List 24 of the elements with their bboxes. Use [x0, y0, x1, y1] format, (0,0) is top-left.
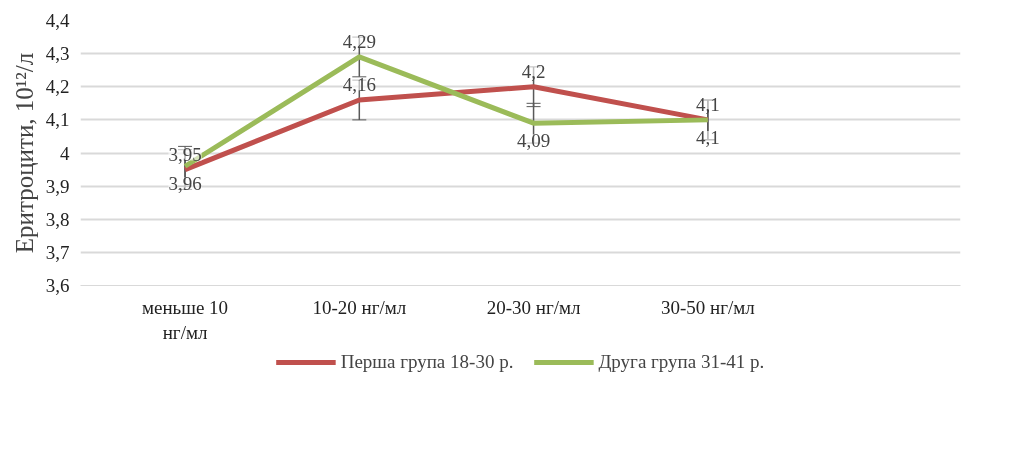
y-tick-label: 4,4 [45, 10, 70, 31]
y-axis-title: Еритроцити, 10¹²/л [10, 52, 38, 254]
data-label: 4,1 [695, 93, 720, 115]
data-label: 4,09 [516, 130, 551, 152]
data-label: 4,2 [521, 60, 546, 82]
x-tick-label: меньше 10 нг/мл [142, 296, 229, 343]
x-tick-label: 10-20 нг/мл [312, 296, 407, 318]
y-tick-label: 4,1 [45, 109, 70, 131]
data-label: 3,95 [168, 143, 202, 165]
legend-label: Друга група 31-41 р. [598, 351, 765, 373]
data-label: 4,16 [342, 74, 376, 95]
y-tick-label: 4 [60, 142, 70, 164]
y-tick-label: 4,2 [45, 76, 70, 98]
data-label: 4,29 [342, 30, 376, 52]
data-label: 4,1 [695, 126, 720, 148]
legend-label: Перша група 18-30 р. [340, 351, 514, 373]
x-tick-label: 30-50 нг/мл [660, 296, 756, 318]
y-tick-label: 4,3 [45, 43, 70, 65]
y-tick-label: 3,6 [45, 275, 70, 296]
y-tick-label: 3,9 [45, 175, 70, 197]
y-tick-label: 3,8 [45, 208, 70, 230]
data-label: 3,96 [168, 173, 202, 195]
x-tick-label: 20-30 нг/мл [486, 296, 581, 318]
y-tick-label: 3,7 [45, 241, 70, 263]
